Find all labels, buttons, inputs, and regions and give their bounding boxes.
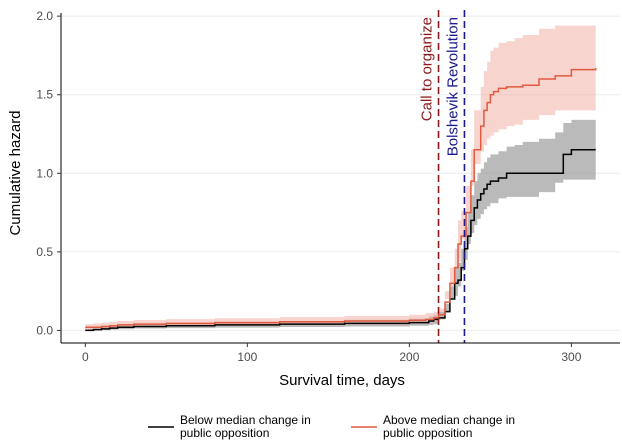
event-label-0: Call to organize bbox=[419, 17, 436, 121]
x-tick-label-0: 0 bbox=[82, 350, 89, 364]
y-axis-ticks: 0.0 0.5 1.0 1.5 2.0 bbox=[36, 9, 61, 337]
x-axis-title: Survival time, days bbox=[279, 372, 405, 389]
confidence-band-series-1 bbox=[85, 25, 596, 330]
legend: Below median change in public opposition A… bbox=[148, 413, 515, 440]
hazard-line-series-0 bbox=[85, 148, 596, 332]
y-tick-label-4: 2.0 bbox=[36, 9, 53, 23]
confidence-band-series-0 bbox=[85, 119, 596, 331]
confidence-bands bbox=[85, 25, 596, 331]
x-axis-ticks: 0 100 200 300 bbox=[82, 343, 582, 364]
event-label-1: Bolshevik Revolution bbox=[444, 17, 461, 156]
y-tick-label-1: 0.5 bbox=[36, 245, 53, 259]
legend-label-0: Below median change in public opposition bbox=[180, 413, 311, 440]
hazard-lines bbox=[85, 68, 597, 332]
x-tick-label-3: 300 bbox=[561, 350, 581, 364]
x-tick-label-2: 200 bbox=[399, 350, 419, 364]
event-lines: Call to organize Bolshevik Revolution bbox=[419, 10, 466, 343]
legend-label-1: Above median change in public opposition bbox=[383, 413, 515, 440]
y-tick-label-0: 0.0 bbox=[36, 323, 53, 337]
axes bbox=[60, 13, 620, 344]
x-tick-label-1: 100 bbox=[237, 350, 257, 364]
hazard-line-series-1 bbox=[85, 68, 597, 329]
y-tick-label-2: 1.0 bbox=[36, 166, 53, 180]
y-tick-label-3: 1.5 bbox=[36, 88, 53, 102]
y-axis-title: Cumulative hazard bbox=[7, 110, 24, 235]
